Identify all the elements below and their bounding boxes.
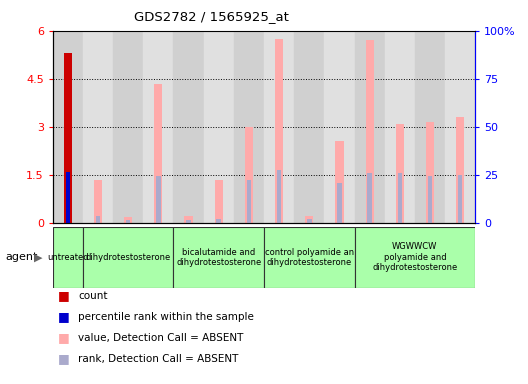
Bar (64, 53, 72, 223)
Text: WGWWCW
polyamide and
dihydrotestosterone: WGWWCW polyamide and dihydrotestosterone (372, 242, 457, 272)
Bar (143, 31, 174, 223)
Bar (458, 175, 463, 223)
Bar (83, 31, 113, 223)
Text: count: count (78, 291, 108, 301)
Bar (415, 31, 445, 223)
Bar (395, 124, 404, 223)
Text: ▶: ▶ (34, 252, 43, 262)
Text: agent: agent (5, 252, 37, 262)
Bar (113, 31, 143, 223)
Text: ■: ■ (58, 353, 70, 366)
Bar (337, 183, 342, 223)
Bar (94, 180, 102, 223)
Bar (174, 227, 264, 288)
Bar (264, 227, 354, 288)
Bar (216, 219, 221, 223)
Text: ■: ■ (58, 331, 70, 344)
Bar (124, 217, 133, 223)
Bar (307, 219, 312, 223)
Bar (184, 216, 193, 223)
Bar (215, 180, 223, 223)
Bar (365, 40, 374, 223)
Bar (174, 31, 204, 223)
Bar (275, 39, 283, 223)
Text: dihydrotestosterone: dihydrotestosterone (86, 253, 171, 262)
Bar (456, 117, 464, 223)
Text: GDS2782 / 1565925_at: GDS2782 / 1565925_at (134, 10, 289, 23)
Text: rank, Detection Call = ABSENT: rank, Detection Call = ABSENT (78, 354, 239, 364)
Text: control polyamide an
dihydrotestosterone: control polyamide an dihydrotestosterone (265, 248, 354, 267)
Text: bicalutamide and
dihydrotestosterone: bicalutamide and dihydrotestosterone (176, 248, 261, 267)
Bar (277, 170, 281, 223)
Bar (428, 176, 432, 223)
Bar (234, 31, 264, 223)
Bar (324, 31, 354, 223)
Bar (65, 172, 70, 223)
Bar (367, 173, 372, 223)
Bar (245, 127, 253, 223)
Bar (445, 31, 475, 223)
Text: untreated: untreated (47, 253, 89, 262)
Bar (126, 220, 130, 223)
Bar (156, 176, 161, 223)
Bar (186, 220, 191, 223)
Bar (385, 31, 415, 223)
Bar (335, 141, 344, 223)
Bar (264, 31, 294, 223)
Bar (354, 227, 475, 288)
Bar (426, 122, 434, 223)
Bar (305, 216, 313, 223)
Bar (247, 180, 251, 223)
Bar (354, 31, 385, 223)
Bar (96, 216, 100, 223)
Bar (53, 227, 83, 288)
Text: percentile rank within the sample: percentile rank within the sample (78, 312, 254, 322)
Bar (204, 31, 234, 223)
Text: ■: ■ (58, 310, 70, 323)
Bar (294, 31, 324, 223)
Bar (398, 173, 402, 223)
Bar (53, 31, 83, 223)
Text: ■: ■ (58, 289, 70, 302)
Bar (154, 84, 163, 223)
Text: value, Detection Call = ABSENT: value, Detection Call = ABSENT (78, 333, 243, 343)
Bar (83, 227, 174, 288)
